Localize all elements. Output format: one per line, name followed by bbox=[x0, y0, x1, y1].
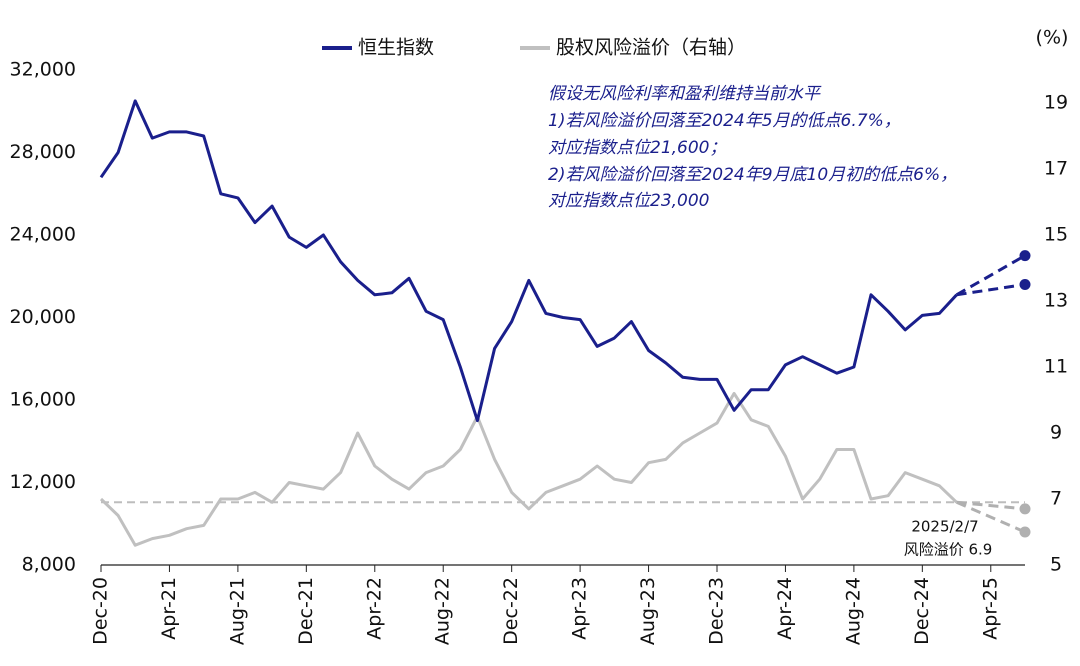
point-note: 2025/2/7 bbox=[911, 518, 978, 536]
y2-tick-label: 9 bbox=[1050, 422, 1062, 444]
annotation: 1)若风险溢价回落至2024年5月的低点6.7%， bbox=[548, 111, 901, 131]
annotation: 假设无风险利率和盈利维持当前水平 bbox=[548, 84, 822, 104]
annotation: 2)若风险溢价回落至2024年9月底10月初的低点6%， bbox=[548, 165, 957, 185]
x-tick-label: Dec-23 bbox=[706, 577, 728, 645]
x-tick-label: Apr-21 bbox=[158, 577, 180, 640]
y-tick-label: 12,000 bbox=[10, 471, 76, 493]
legend-label: 股权风险溢价（右轴） bbox=[556, 37, 746, 59]
x-tick-label: Aug-24 bbox=[842, 577, 864, 645]
y-tick-label: 24,000 bbox=[10, 224, 76, 246]
y2-tick-label: 17 bbox=[1044, 158, 1068, 180]
y2-tick-label: 7 bbox=[1050, 488, 1062, 510]
projection-point bbox=[1019, 250, 1031, 262]
annotation: 对应指数点位21,600； bbox=[548, 138, 726, 158]
projection-point bbox=[1019, 526, 1031, 538]
x-tick-label: Dec-22 bbox=[500, 577, 522, 645]
series-line bbox=[99, 391, 958, 547]
x-tick-label: Dec-24 bbox=[911, 577, 933, 645]
y-tick-label: 16,000 bbox=[10, 389, 76, 411]
y-tick-label: 8,000 bbox=[22, 554, 76, 576]
projection-line bbox=[956, 500, 1026, 511]
y-tick-label: 20,000 bbox=[10, 306, 76, 328]
y-tick-label: 28,000 bbox=[10, 141, 76, 163]
projection-line bbox=[956, 283, 1026, 297]
y2-tick-label: 15 bbox=[1044, 224, 1068, 246]
x-tick-label: Aug-23 bbox=[637, 577, 659, 645]
x-tick-label: Aug-22 bbox=[432, 577, 454, 645]
y-tick-label: 32,000 bbox=[10, 59, 76, 81]
y2-axis-label: (%) bbox=[1036, 27, 1069, 49]
x-tick-label: Dec-21 bbox=[295, 577, 317, 645]
point-note: 风险溢价 6.9 bbox=[904, 541, 993, 559]
projection-line bbox=[955, 254, 1026, 297]
series-line bbox=[99, 99, 958, 423]
projection-line bbox=[956, 500, 1026, 534]
x-tick-label: Apr-23 bbox=[569, 577, 591, 640]
y2-tick-label: 5 bbox=[1050, 554, 1062, 576]
x-tick-label: Apr-24 bbox=[774, 577, 796, 640]
y2-tick-label: 19 bbox=[1044, 92, 1068, 114]
projection-point bbox=[1019, 503, 1031, 515]
projection-point bbox=[1019, 279, 1031, 290]
x-tick-label: Dec-20 bbox=[90, 577, 112, 645]
y2-tick-label: 13 bbox=[1044, 290, 1068, 312]
y2-tick-label: 11 bbox=[1044, 356, 1068, 378]
x-tick-label: Apr-22 bbox=[363, 577, 385, 640]
x-tick-label: Apr-25 bbox=[979, 577, 1001, 640]
annotation: 对应指数点位23,000 bbox=[548, 191, 709, 211]
legend-label: 恒生指数 bbox=[358, 37, 434, 59]
x-tick-label: Aug-21 bbox=[226, 577, 248, 645]
